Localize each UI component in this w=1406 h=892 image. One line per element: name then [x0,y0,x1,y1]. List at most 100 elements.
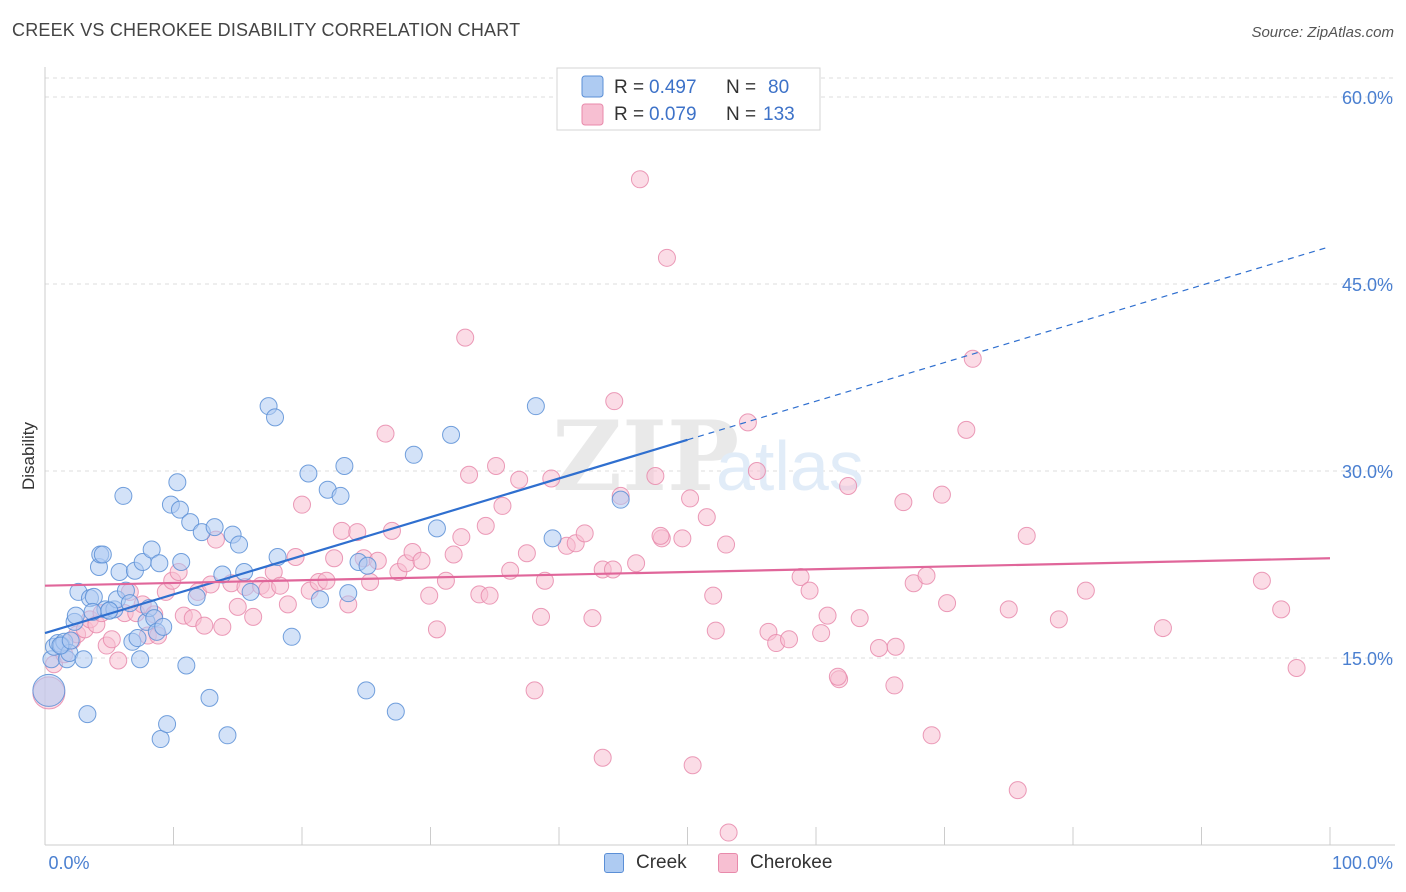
cherokee-point [683,756,702,775]
bottom-legend: Creek Cherokee [0,852,1406,878]
cherokee-point [780,630,799,649]
cherokee-point [436,571,455,590]
cherokee-point [630,170,649,189]
cherokee-point [957,420,976,439]
legend-item-creek[interactable]: Creek [604,852,687,874]
creek-point [218,726,237,745]
cherokee-point [697,508,716,527]
creek-point [266,408,285,427]
cherokee-r-label: R = [614,104,644,125]
creek-point [230,535,249,554]
trend-lines [44,246,1331,635]
creek-point [154,617,173,636]
creek-point [32,673,66,707]
cherokee-point [480,586,499,605]
creek-point [78,705,97,724]
cherokee-point [932,485,951,504]
creek-point [282,627,301,646]
cherokee-point [999,600,1018,619]
cherokee-point [517,544,536,563]
creek-point [150,554,169,573]
creek-point [404,445,423,464]
cherokee-point [348,523,367,542]
cherokee-point [510,470,529,489]
cherokee-point [593,748,612,767]
y-tick-label: 60.0% [1342,88,1393,108]
creek-point [83,602,102,621]
creek-point [339,584,358,603]
creek-point [114,486,133,505]
cherokee-point [1272,600,1291,619]
creek-point [187,587,206,606]
cherokee-point [1076,581,1095,600]
cherokee-n-value: 133 [763,104,795,125]
creek-point [299,464,318,483]
creek-point [93,545,112,564]
cherokee-point [575,524,594,543]
creek-point [310,590,329,609]
creek-point [74,650,93,669]
y-tick-label: 15.0% [1342,649,1393,669]
cherokee-point [603,560,622,579]
creek-point [181,513,200,532]
cherokee-point [213,617,232,636]
cherokee-point [738,413,757,432]
cherokee-point [869,639,888,658]
creek-point [611,490,630,509]
cherokee-point [704,586,723,605]
legend-item-cherokee[interactable]: Cherokee [718,852,832,874]
cherokee-point [420,586,439,605]
creek-point [335,457,354,476]
legend-swatch-creek [604,853,624,873]
creek-r-label: R = [614,77,644,98]
creek-point [205,518,224,537]
creek-r-value: 0.497 [649,77,697,98]
cherokee-point [886,637,905,656]
creek-point [151,730,170,749]
cherokee-point [646,466,665,485]
x-tick-label: 100.0% [1332,853,1393,873]
creek-swatch [581,75,604,98]
cherokee-point [460,465,479,484]
creek-point [358,556,377,575]
legend-label-creek: Creek [636,852,687,873]
creek-point [442,425,461,444]
y-axis-title: Disability [19,421,38,490]
creek-n-label: N = [726,77,756,98]
cherokee-point [109,651,128,670]
cherokee-point [102,630,121,649]
cherokee-point [938,594,957,613]
legend-label-cherokee: Cherokee [750,852,833,873]
chart-title: CREEK VS CHEROKEE DISABILITY CORRELATION… [12,20,521,40]
cherokee-point [278,595,297,614]
cherokee-point [487,457,506,476]
cherokee-point [812,624,831,643]
cherokee-point [850,609,869,628]
cherokee-point [963,349,982,368]
cherokee-point [719,823,738,842]
creek-point [172,553,191,572]
y-tick-label: 30.0% [1342,462,1393,482]
cherokee-point [452,528,471,547]
creek-point [110,562,129,581]
creek-point [170,500,189,519]
creek-point [543,529,562,548]
creek-point [241,582,260,601]
creek-point [331,486,350,505]
cherokee-point [412,551,431,570]
cherokee-point [673,529,692,548]
cherokee-point [839,476,858,495]
cherokee-point [244,607,263,626]
cherokee-point [525,681,544,700]
creek-trend-extension [687,246,1331,441]
cherokee-point [1287,658,1306,677]
watermark-atlas: atlas [716,427,864,505]
creek-point [131,650,150,669]
creek-point [177,656,196,675]
cherokee-point [651,526,670,545]
cherokee-point [532,607,551,626]
cherokee-point [681,489,700,508]
cherokee-point [747,462,766,480]
cherokee-point [293,495,311,514]
cherokee-point [922,726,941,745]
